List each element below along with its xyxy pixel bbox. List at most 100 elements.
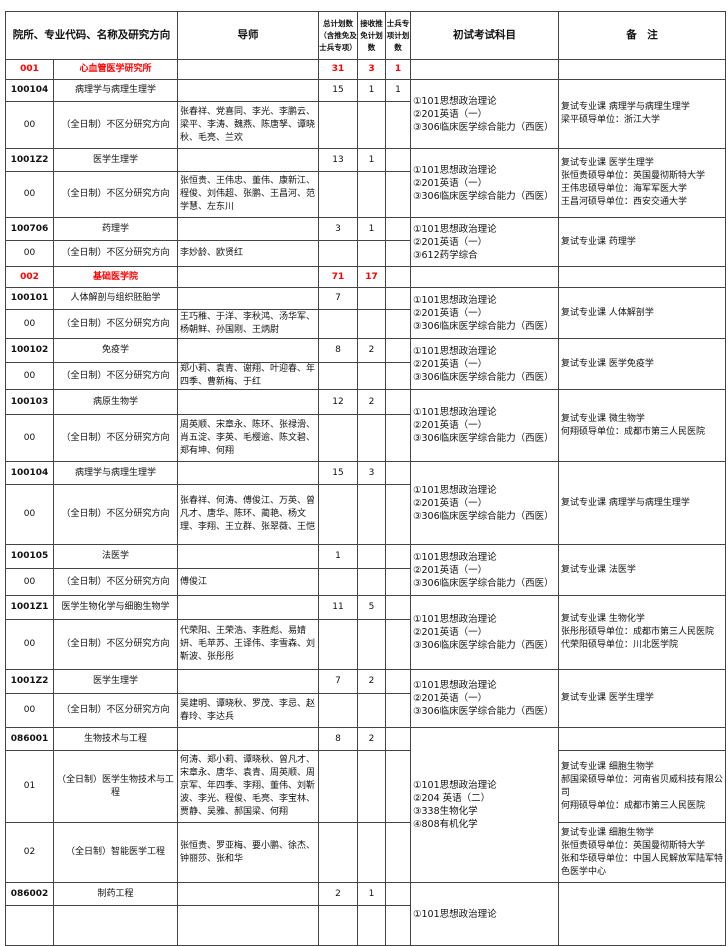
direction-row: 01 （全日制）医学生物技术与工程 何涛、郑小莉、谭晓秋、曾凡才、宋章永、唐华、袁青… [5, 750, 726, 823]
program-row: 100104 病理学与病理生理学 15 3 ①101思想政治理论 ②201英语（一） ③30… [5, 461, 726, 545]
cell-line: ①101思想政治理论 [413, 780, 497, 791]
cell-line: ③306临床医学综合能力（西医） [413, 640, 554, 651]
program-row: 100101 人体解剖与组织胚胎学 7 ①101思想政治理论 ②201英语（一） ③306… [5, 287, 726, 339]
section-tutor [177, 266, 319, 288]
program-tutor [177, 389, 319, 415]
cell-line: ③306临床医学综合能力（西医） [413, 577, 554, 589]
program-row: 100104 病理学与病理生理学 15 1 1 ①101思想政治理论 ②201英语（一） ③3… [5, 79, 726, 149]
direction-recommend [357, 905, 386, 946]
cell-line: ②201英语（一） [413, 497, 488, 509]
direction-name: （全日制）智能医学工程 [53, 822, 178, 883]
direction-name: （全日制）医学生物技术与工程 [53, 750, 178, 823]
direction-total [318, 171, 358, 218]
table-body: 001 心血管医学研究所 31 3 1 100104 病理学与病理生理学 15 1 1 ①101思想… [5, 59, 726, 946]
direction-recommend [357, 619, 386, 670]
cell-line: 复试专业课 药理学 [561, 236, 636, 247]
section-soldier: 1 [385, 59, 411, 80]
direction-total [318, 568, 358, 596]
tutor-list: 张恒贵、王伟忠、董伟、康新江、程俊、刘伟超、张鹏、王昌河、范学慧、左东川 [177, 171, 319, 218]
program-soldier: 1 [385, 79, 411, 102]
cell-line: 复试专业课 病理学与病理生理学 [561, 102, 690, 112]
enrollment-plan-table: 院所、专业代码、名称及研究方向 导师 总计划数（含推免及士兵专项） 接收推免计划… [5, 11, 726, 946]
program-name: 免疫学 [53, 338, 178, 363]
direction-row: 00 （全日制）不区分研究方向 张春祥、党喜同、李光、李鹏云、梁平、李涛、魏燕、陈唐… [5, 101, 726, 149]
program-total: 7 [318, 287, 358, 310]
program-tutor [177, 338, 319, 363]
program-total: 7 [318, 669, 358, 694]
cell-line: ①101思想政治理论 [413, 164, 497, 176]
program-tutor [177, 287, 319, 310]
direction-soldier [385, 693, 411, 728]
cell-line: ③612药学综合 [413, 249, 478, 261]
program-code: 1001Z1 [5, 595, 54, 620]
header-tutor: 导师 [177, 11, 319, 60]
program-recommend [357, 287, 386, 310]
header-exam: 初试考试科目 [410, 11, 559, 60]
header-remarks: 备 注 [558, 11, 726, 60]
program-tutor [177, 544, 319, 569]
program-recommend: 2 [357, 338, 386, 363]
direction-code: 00 [5, 171, 54, 218]
cell-line: 何翔硕导单位：成都市第三人民医院 [561, 800, 706, 811]
cell-line: 复试专业课 医学免疫学 [561, 358, 654, 369]
tutor-list: 张恒贵、罗亚梅、要小鹏、徐杰、钟丽莎、张和华 [177, 822, 319, 883]
direction-soldier [385, 309, 411, 339]
program-name: 病理学与病理生理学 [53, 461, 178, 485]
cell-line: 复试专业课 法医学 [561, 564, 636, 575]
cell-line: 王昌河硕导单位：西安交通大学 [561, 197, 688, 207]
cell-line: ①101思想政治理论 [413, 551, 497, 563]
direction-soldier [385, 905, 411, 946]
direction-code: 00 [5, 693, 54, 728]
cell-line: ②201英语（一） [413, 177, 488, 189]
direction-name: （全日制）不区分研究方向 [53, 101, 178, 149]
cell-line: 复试专业课 医学生理学 [561, 693, 654, 703]
cell-line: ②201英语（一） [413, 236, 488, 248]
section-code: 002 [5, 266, 54, 288]
program-row: 1001Z2 医学生理学 7 2 ①101思想政治理论 ②201英语（一） ③306临床医学… [5, 669, 726, 728]
cell-line: ①101思想政治理论 [413, 908, 497, 920]
program-code: 100105 [5, 544, 54, 569]
program-soldier [385, 544, 411, 569]
section-recommend: 17 [357, 266, 386, 288]
direction-recommend [357, 414, 386, 462]
direction-total [318, 362, 358, 390]
program-recommend: 3 [357, 461, 386, 485]
section-code: 001 [5, 59, 54, 80]
section-row: 002 基础医学院 71 17 [5, 266, 726, 288]
cell-line: ②201英语（一） [413, 307, 488, 319]
direction-soldier [385, 414, 411, 462]
program-tutor [177, 669, 319, 694]
direction-code: 00 [5, 484, 54, 545]
cell-line: 代荣阳硕导单位：川北医学院 [561, 640, 679, 650]
program-recommend: 2 [357, 727, 386, 751]
direction-name [53, 905, 178, 946]
program-total: 13 [318, 148, 358, 172]
exam-subjects: ①101思想政治理论 ②201英语（一） ③306临床医学综合能力（西医） [410, 338, 559, 390]
direction-name: （全日制）不区分研究方向 [53, 362, 178, 390]
exam-subjects: ①101思想政治理论 ②201英语（一） ③306临床医学综合能力（西医） [410, 669, 559, 728]
program-total: 15 [318, 461, 358, 485]
cell-line: ③306临床医学综合能力（西医） [413, 320, 554, 332]
program-soldier [385, 338, 411, 363]
program-total: 3 [318, 217, 358, 241]
direction-recommend [357, 822, 386, 883]
program-soldier [385, 882, 411, 906]
program-total: 11 [318, 595, 358, 620]
remarks: 复试专业课 法医学 [558, 544, 726, 596]
section-name: 心血管医学研究所 [53, 59, 178, 80]
remarks: 复试专业课 细胞生物学 张恒贵硕导单位：英国曼彻斯特大学 张和华硕导单位：中国人民解… [558, 822, 726, 883]
exam-subjects: ①101思想政治理论 ②201英语（一） ③306临床医学综合能力（西医） [410, 79, 559, 149]
program-tutor [177, 882, 319, 906]
program-name: 医学生物化学与细胞生物学 [53, 595, 178, 620]
cell-line: ①101思想政治理论 [413, 95, 497, 107]
cell-line: 王伟忠硕导单位：海军军医大学 [561, 184, 688, 194]
cell-line: ③338生物化学 [413, 806, 478, 817]
cell-line: ②201英语（一） [413, 693, 488, 704]
direction-total [318, 905, 358, 946]
program-soldier [385, 461, 411, 485]
program-total: 1 [318, 544, 358, 569]
cell-line: 张和华硕导单位：中国人民解放军陆军特色医学中心 [561, 853, 724, 877]
program-name: 医学生理学 [53, 669, 178, 694]
program-code: 100104 [5, 461, 54, 485]
cell-line: ②201英语（一） [413, 420, 488, 431]
